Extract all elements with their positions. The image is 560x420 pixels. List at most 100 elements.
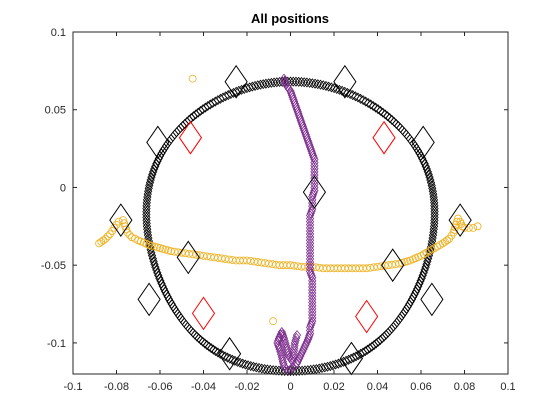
ring-point (143, 230, 153, 241)
black-diamond-marker (411, 125, 435, 160)
ring-point (240, 83, 249, 95)
ring-point (142, 218, 151, 229)
x-tick-label: -0.02 (234, 381, 259, 393)
orange-outlier-point (188, 74, 197, 83)
purple-path-point (292, 330, 302, 341)
ring-point (323, 361, 332, 372)
purple-path-point (280, 75, 289, 86)
ring-point (218, 92, 228, 103)
x-tick-label: -0.04 (191, 381, 216, 393)
ring-point (191, 109, 200, 120)
ring-point (194, 107, 203, 118)
ring-point (250, 80, 260, 91)
purple-path-point (302, 337, 311, 348)
ring-point (264, 78, 273, 89)
orange-path-point (99, 236, 108, 245)
plot-area (95, 64, 482, 377)
ring-point (216, 93, 225, 104)
ring-point (232, 86, 241, 97)
ring-point (149, 256, 158, 267)
ring-point (152, 264, 161, 275)
ring-point (203, 100, 212, 112)
ring-point (194, 333, 203, 344)
ring-point (198, 336, 207, 347)
ring-point (202, 340, 212, 351)
purple-path-point (305, 330, 314, 341)
y-tick-label: 0 (60, 182, 66, 194)
ring-point (150, 163, 159, 175)
ring-point (207, 343, 216, 354)
ring-point (153, 156, 162, 167)
ring-point (278, 76, 287, 87)
ring-point (233, 356, 242, 367)
ring-point (224, 90, 233, 101)
orange-outlier-point (269, 317, 278, 326)
ring-point (196, 105, 205, 116)
black-diamond-marker (137, 282, 161, 317)
ring-point (196, 335, 205, 346)
ring-point (269, 77, 279, 88)
red-diamond-marker (355, 299, 379, 334)
ring-point (204, 341, 214, 352)
purple-path-point (297, 348, 306, 359)
ring-point (243, 360, 253, 371)
x-tick-label: 0.08 (454, 381, 475, 393)
ring-point (245, 82, 254, 93)
ring-point (237, 84, 246, 95)
y-tick-label: -0.05 (41, 260, 66, 272)
ring-point (153, 267, 162, 278)
ring-point (241, 359, 250, 370)
ring-point (271, 365, 281, 376)
ring-point (225, 353, 235, 364)
ring-point (328, 360, 338, 371)
orange-path-point (460, 223, 469, 232)
ring-point (274, 365, 284, 376)
x-tick-label: 0.1 (500, 381, 515, 393)
ring-point (155, 273, 164, 284)
ring-point (286, 366, 295, 377)
ring-point (248, 81, 257, 92)
x-tick-label: 0 (287, 381, 293, 393)
ring-point (211, 346, 220, 357)
orange-path-point (469, 223, 478, 232)
ring-point (147, 247, 156, 258)
x-tick-label: -0.1 (64, 381, 83, 393)
ring-point (144, 183, 153, 194)
orange-path-point (114, 217, 123, 226)
ring-point (289, 76, 298, 87)
ring-point (143, 189, 152, 200)
ring-point (229, 87, 238, 98)
purple-path-point (300, 341, 309, 352)
ring-point (145, 180, 154, 191)
ring-point (256, 79, 265, 90)
ring-point (429, 224, 438, 235)
purple-path-point (279, 333, 289, 344)
ring-point (144, 236, 154, 247)
ring-point (422, 259, 431, 270)
ring-point (246, 360, 255, 372)
orange-path-point (125, 230, 134, 239)
purple-path-point (283, 347, 292, 359)
ring-point (272, 77, 281, 88)
x-tick-label: -0.08 (104, 381, 129, 393)
ring-point (144, 233, 153, 244)
ring-point (151, 161, 160, 172)
ring-point (223, 352, 232, 363)
chart-title: All positions (251, 11, 329, 26)
ring-point (156, 275, 165, 286)
ring-point (260, 363, 269, 375)
ring-point (426, 177, 436, 188)
purple-path-point (282, 363, 291, 374)
purple-path-point (301, 339, 310, 350)
orange-path-point (101, 234, 110, 243)
black-diamond-marker (109, 203, 133, 237)
ring-point (147, 250, 157, 261)
purple-path-point (283, 345, 292, 356)
ring-point (234, 85, 243, 96)
ring-point (145, 177, 155, 188)
black-diamond-marker (146, 125, 170, 160)
red-diamond-marker (372, 120, 396, 155)
ring-point (189, 111, 198, 122)
axes: -0.1 -0.08 -0.06 -0.04 -0.02 0 0.02 0.04 0.06 0.0… (41, 27, 516, 393)
